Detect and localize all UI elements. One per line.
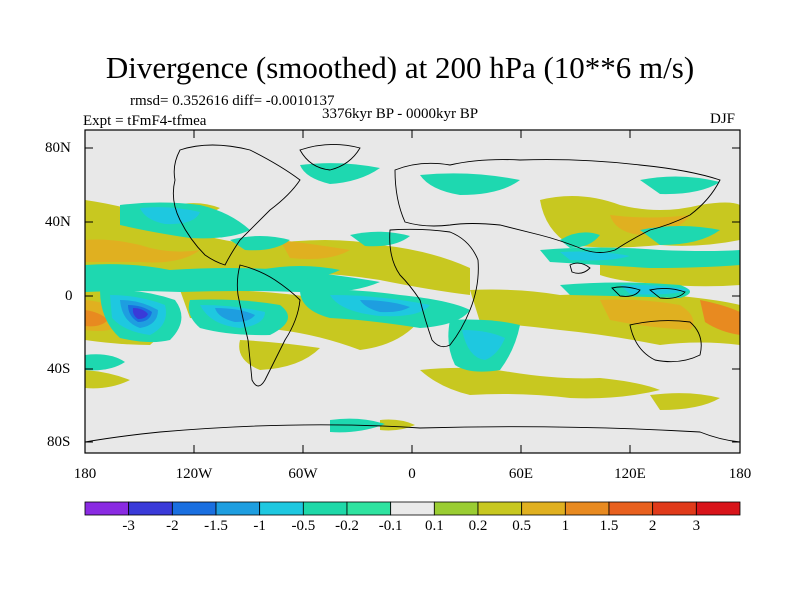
colorbar-swatch (215, 501, 261, 516)
colorbar-swatch (695, 501, 741, 516)
lon-label-120w: 120W (175, 466, 213, 482)
colorbar-label: 1 (561, 518, 570, 534)
lat-label-40n: 40N (45, 214, 71, 230)
colorbar-label: -0.2 (335, 518, 359, 534)
lat-label-80s: 80S (47, 434, 71, 450)
colorbar-swatch (564, 501, 610, 516)
lat-label-40s: 40S (47, 361, 71, 377)
colorbar-swatch (171, 501, 217, 516)
season-label: DJF (710, 111, 736, 127)
colorbar-label: -1 (253, 518, 266, 534)
colorbar-swatch (128, 501, 173, 516)
colorbar-swatch (652, 501, 697, 516)
lat-label-0: 0 (65, 288, 73, 304)
experiment-label: Expt = tFmF4-tfmea (83, 113, 207, 129)
plot-title: Divergence (smoothed) at 200 hPa (10**6 … (105, 50, 695, 85)
colorbar-label: 0.1 (424, 518, 444, 534)
colorbar-swatch (259, 501, 304, 516)
colorbar-swatch (84, 501, 130, 516)
period-label: 3376kyr BP - 0000kyr BP (322, 106, 479, 122)
lon-label-60w: 60W (288, 466, 318, 482)
lon-label-180w: 180 (73, 466, 97, 482)
colorbar-swatch (477, 501, 523, 516)
colorbar-swatch (521, 501, 566, 516)
colorbar-label: 0.5 (512, 518, 532, 534)
lat-label-80n: 80N (45, 140, 71, 156)
colorbar-label: -0.1 (378, 518, 403, 534)
colorbar-swatch (346, 501, 392, 516)
colorbar-label: -0.5 (291, 518, 316, 534)
colorbar-swatch (433, 501, 479, 516)
rmsd-diff-stats: rmsd= 0.352616 diff= -0.0010137 (130, 93, 335, 109)
colorbar-label: 3 (692, 518, 701, 534)
colorbar-label: 2 (648, 518, 657, 534)
colorbar-swatch (302, 501, 348, 516)
colorbar-label: -1.5 (204, 518, 228, 534)
lon-label-60e: 60E (508, 466, 534, 482)
colorbar-label: 0.2 (468, 518, 488, 534)
divergence-field (85, 130, 740, 453)
colorbar-swatch (608, 501, 654, 516)
lon-label-180e: 180 (728, 466, 752, 482)
lon-label-0: 0 (408, 466, 416, 482)
colorbar-label: -3 (122, 518, 135, 534)
axis-ticks (84, 130, 741, 453)
colorbar-label: -2 (166, 518, 179, 534)
colorbar-swatch (390, 501, 435, 516)
colorbar (84, 501, 741, 516)
colorbar-label: 1.5 (599, 518, 619, 534)
lon-label-120e: 120E (614, 466, 646, 482)
negative-anomalies (85, 163, 740, 433)
